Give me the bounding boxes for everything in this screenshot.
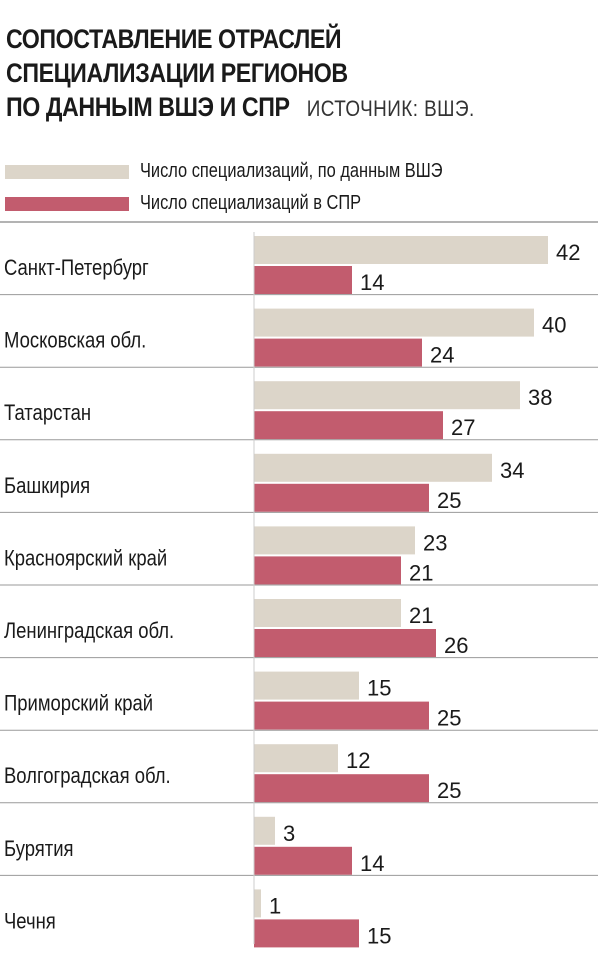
value-label-hse: 12: [346, 748, 370, 773]
bar-spr: [254, 483, 429, 512]
category-label: Бурятия: [4, 837, 74, 861]
value-label-spr: 21: [409, 560, 433, 585]
category-label: Волгоградская обл.: [4, 765, 171, 789]
legend-swatch-spr: [5, 197, 129, 211]
source-note: ИСТОЧНИК: ВШЭ.: [306, 96, 475, 121]
title-line-3: ПО ДАННЫМ ВШЭ И СПР ИСТОЧНИК: ВШЭ.: [6, 90, 513, 126]
value-label-spr: 25: [437, 778, 461, 803]
title-line-3-text: ПО ДАННЫМ ВШЭ И СПР: [6, 92, 290, 122]
title-line-1: СОПОСТАВЛЕНИЕ ОТРАСЛЕЙ: [6, 24, 342, 54]
bar-hse: [254, 816, 275, 845]
bar-spr: [254, 338, 422, 367]
bar-hse: [254, 744, 338, 773]
bar-hse: [254, 453, 492, 482]
legend-item-hse: Число специализаций, по данным ВШЭ: [0, 160, 598, 182]
chart-title: СОПОСТАВЛЕНИЕ ОТРАСЛЕЙ СПЕЦИАЛИЗАЦИИ РЕГ…: [6, 22, 513, 126]
bar-spr: [254, 701, 429, 730]
bar-hse: [254, 236, 548, 264]
bar-spr: [254, 919, 359, 948]
value-label-hse: 15: [367, 676, 391, 701]
value-label-spr: 25: [437, 488, 461, 513]
category-label: Татарстан: [4, 402, 91, 426]
bar-spr: [254, 846, 352, 875]
value-label-spr: 15: [367, 923, 391, 948]
legend-label-spr: Число специализаций в СПР: [140, 192, 362, 214]
bar-hse: [254, 889, 261, 918]
value-label-hse: 1: [269, 893, 281, 918]
legend-swatch-hse: [5, 165, 129, 179]
bar-spr: [254, 411, 443, 440]
value-label-hse: 23: [423, 530, 447, 555]
legend-item-spr: Число специализаций в СПР: [0, 192, 598, 214]
value-label-spr: 14: [360, 270, 384, 295]
category-label: Приморский край: [4, 692, 153, 716]
value-label-hse: 40: [542, 313, 566, 338]
value-label-hse: 21: [409, 603, 433, 628]
bar-spr: [254, 774, 429, 803]
value-label-hse: 38: [528, 385, 552, 410]
category-label: Московская обл.: [4, 329, 146, 353]
category-label: Санкт-Петербург: [4, 257, 149, 281]
bar-hse: [254, 599, 401, 627]
value-label-spr: 24: [430, 343, 454, 368]
bar-spr: [254, 556, 401, 585]
value-label-hse: 42: [556, 240, 580, 265]
bar-spr: [254, 266, 352, 294]
bar-hse: [254, 308, 534, 337]
value-label-spr: 27: [451, 415, 475, 440]
category-label: Чечня: [4, 910, 56, 934]
value-label-spr: 14: [360, 851, 384, 876]
bar-hse: [254, 381, 520, 410]
bar-spr: [254, 629, 436, 657]
value-label-spr: 25: [437, 706, 461, 731]
category-label: Ленинградская обл.: [4, 620, 174, 644]
bar-hse: [254, 671, 359, 700]
legend-label-hse: Число специализаций, по данным ВШЭ: [140, 160, 443, 182]
title-line-2: СПЕЦИАЛИЗАЦИИ РЕГИОНОВ: [6, 58, 348, 88]
value-label-hse: 3: [283, 821, 295, 846]
category-label: Красноярский край: [4, 547, 167, 571]
value-label-spr: 26: [444, 633, 468, 658]
bar-hse: [254, 526, 415, 555]
value-label-hse: 34: [500, 458, 524, 483]
category-label: Башкирия: [4, 474, 90, 498]
